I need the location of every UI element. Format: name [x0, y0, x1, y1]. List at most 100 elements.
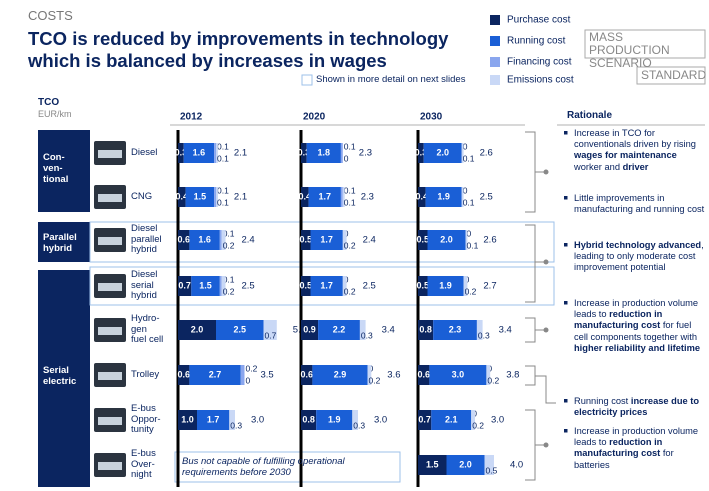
rationale-text: for batteries	[574, 448, 674, 470]
group-box	[38, 130, 90, 212]
bracket	[525, 409, 546, 481]
bracket-dot	[543, 327, 549, 333]
value-label: 1.9	[437, 191, 450, 201]
bar-segment	[178, 230, 190, 250]
bullet-marker	[564, 243, 568, 247]
value-label: 1.5	[199, 280, 212, 290]
rationale-text: worker and	[574, 161, 623, 172]
value-label: 0.2	[223, 286, 235, 296]
variant: STANDARD	[641, 68, 707, 82]
bar-segment	[221, 230, 226, 250]
unit-label: EUR/km	[38, 109, 72, 119]
rationale-text: reduction in manufacturing cost	[574, 437, 663, 459]
legend-label: Purchase cost	[507, 15, 571, 26]
bar-segment	[263, 320, 277, 340]
value-label: 1.5	[426, 459, 439, 469]
bar-segment	[229, 410, 235, 430]
detail-row-box	[89, 221, 555, 263]
bar-segment	[183, 143, 215, 163]
value-label: 1.8	[318, 147, 331, 157]
value-label: 1.9	[439, 280, 452, 290]
total-label: 3.0	[491, 415, 504, 426]
total-label: 2.5	[480, 192, 493, 203]
value-label: 0.3	[175, 147, 188, 157]
value-label: 0	[344, 153, 349, 163]
bar-segment	[312, 365, 368, 385]
bar-segment	[310, 230, 343, 250]
rationale-text: Hybrid technology advanced	[574, 240, 702, 250]
bar-segment	[301, 143, 307, 163]
value-label: 0.9	[303, 324, 316, 334]
bar-segment	[301, 410, 317, 430]
value-label: 0.1	[344, 197, 356, 207]
bar-segment	[301, 320, 319, 340]
value-label: 0.8	[419, 324, 432, 334]
rationale-bullet: Running cost increase due to electricity…	[574, 396, 706, 418]
total-label: 2.5	[363, 281, 376, 292]
bar-segment	[219, 276, 222, 296]
rationale-bullet: Increase in production volume leads to r…	[574, 426, 706, 471]
bar-segment	[342, 276, 347, 296]
bar-segment	[427, 276, 464, 296]
detail-row-box	[89, 266, 555, 306]
bar-segment	[418, 365, 430, 385]
bar-segment	[301, 365, 313, 385]
bracket	[525, 317, 546, 343]
section-label: COSTS	[28, 8, 73, 23]
value-label: 0.5	[486, 465, 498, 475]
legend-label: Running cost	[507, 36, 566, 47]
bar-segment	[340, 187, 343, 207]
value-label: 2.2	[333, 324, 346, 334]
category-label: E-bus Over- night	[131, 448, 156, 481]
bar-segment	[418, 143, 424, 163]
bar-segment	[418, 230, 428, 250]
scenario-box	[584, 29, 706, 59]
value-label: 0.7	[178, 280, 191, 290]
category-label: E-bus Oppor- tunity	[131, 403, 161, 436]
scenario: MASS PRODUCTION SCENARIO	[589, 30, 670, 70]
bar-segment	[301, 276, 311, 296]
bar-segment	[427, 230, 466, 250]
bracket	[525, 131, 546, 213]
bar-segment	[178, 365, 190, 385]
total-label: 3.5	[261, 370, 274, 381]
total-label: 3.0	[251, 415, 264, 426]
value-label: 0.5	[299, 280, 312, 290]
bar-segment	[301, 230, 311, 250]
value-label: 0.3	[478, 330, 490, 340]
rationale-text: , leading to only moderate cost improvem…	[574, 240, 704, 273]
bar-segment	[461, 187, 464, 207]
note-box	[174, 451, 401, 483]
detail-box	[301, 74, 313, 86]
category-label: Diesel	[131, 146, 158, 158]
note: Bus not capable of fulfilling operationa…	[182, 456, 345, 478]
bar-segment	[431, 410, 472, 430]
value-label: 0.3	[298, 147, 311, 157]
value-label: 0.3	[361, 330, 373, 340]
rationale-text: Little improvements in manufacturing and…	[574, 193, 705, 215]
bar-segment	[178, 320, 216, 340]
rationale-bullet: Little improvements in manufacturing and…	[574, 193, 706, 215]
value-label: 0.6	[177, 234, 190, 244]
category-label: Diesel serial hybrid	[131, 269, 158, 302]
vehicle-icon-body	[98, 327, 122, 335]
bar-segment	[461, 143, 464, 163]
legend-swatch	[490, 57, 500, 67]
value-label: 2.0	[459, 459, 472, 469]
bar-segment	[433, 320, 477, 340]
value-label: 2.5	[233, 324, 246, 334]
bar-segment	[178, 276, 192, 296]
value-label: 2.0	[191, 324, 204, 334]
bar-segment	[185, 187, 215, 207]
bar-segment	[486, 365, 491, 385]
category-label: Hydro- gen fuel cell	[131, 313, 164, 346]
total-label: 2.6	[480, 148, 493, 159]
vehicle-icon-body	[98, 150, 122, 158]
value-label: 0	[246, 375, 251, 385]
value-label: 2.0	[440, 234, 453, 244]
bar-segment	[367, 365, 372, 385]
bar-segment	[352, 410, 358, 430]
bullet-marker	[564, 196, 568, 200]
bracket	[525, 365, 556, 404]
total-label: 2.6	[483, 235, 496, 246]
